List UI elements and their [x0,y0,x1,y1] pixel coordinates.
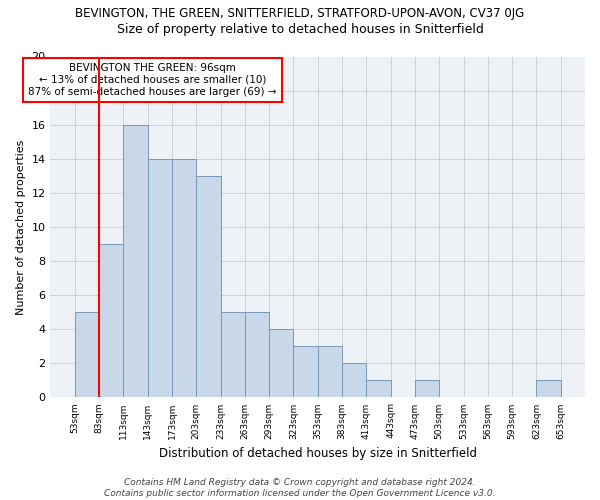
Bar [148,159,172,398]
Bar [318,346,342,398]
Text: Size of property relative to detached houses in Snitterfield: Size of property relative to detached ho… [116,22,484,36]
Bar [342,364,367,398]
Bar [99,244,124,398]
Bar [269,329,293,398]
Y-axis label: Number of detached properties: Number of detached properties [16,140,26,314]
Bar [75,312,99,398]
Bar [367,380,391,398]
Bar [221,312,245,398]
Bar [172,159,196,398]
X-axis label: Distribution of detached houses by size in Snitterfield: Distribution of detached houses by size … [159,447,477,460]
Text: Contains HM Land Registry data © Crown copyright and database right 2024.
Contai: Contains HM Land Registry data © Crown c… [104,478,496,498]
Bar [124,124,148,398]
Bar [196,176,221,398]
Bar [293,346,318,398]
Bar [415,380,439,398]
Text: BEVINGTON THE GREEN: 96sqm
← 13% of detached houses are smaller (10)
87% of semi: BEVINGTON THE GREEN: 96sqm ← 13% of deta… [28,64,277,96]
Text: BEVINGTON, THE GREEN, SNITTERFIELD, STRATFORD-UPON-AVON, CV37 0JG: BEVINGTON, THE GREEN, SNITTERFIELD, STRA… [76,8,524,20]
Bar [536,380,561,398]
Bar [245,312,269,398]
